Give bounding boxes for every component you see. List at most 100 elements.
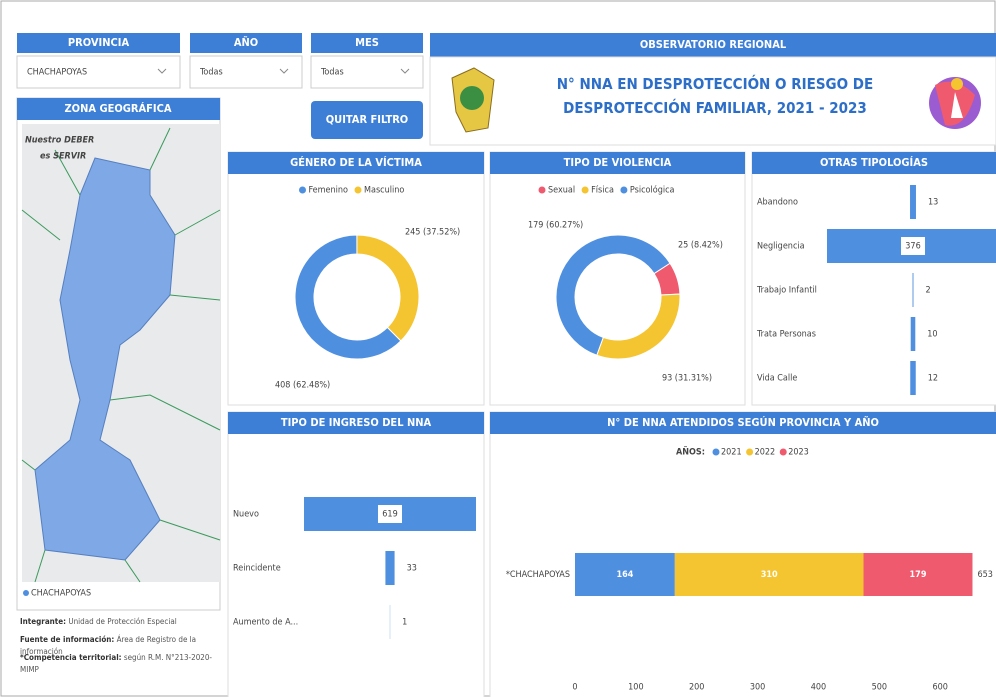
note-text: según R.M. N°213-2020-MIMP bbox=[20, 653, 213, 674]
category-label: Nuevo bbox=[233, 510, 259, 520]
x-tick-label: 500 bbox=[872, 683, 887, 693]
data-label: 376 bbox=[905, 242, 920, 252]
donut-slice bbox=[555, 234, 671, 356]
data-label: 13 bbox=[928, 198, 938, 208]
filter-header bbox=[190, 33, 302, 53]
map-logo-top: Nuestro DEBER bbox=[25, 136, 94, 146]
panel-title: N° DE NNA ATENDIDOS SEGÚN PROVINCIA Y AÑ… bbox=[607, 416, 879, 429]
filter-header bbox=[17, 33, 180, 53]
legend-dot bbox=[538, 186, 546, 194]
clear-filter-label[interactable]: QUITAR FILTRO bbox=[326, 113, 408, 126]
panel bbox=[489, 151, 746, 406]
data-label: 245 (37.52%) bbox=[405, 228, 460, 238]
panel bbox=[227, 411, 485, 697]
note: *Competencia territorial: según R.M. N°2… bbox=[20, 652, 215, 676]
bar bbox=[910, 317, 916, 351]
data-label: 2 bbox=[925, 286, 930, 296]
category-label: *CHACHAPOYAS bbox=[506, 570, 570, 580]
category-label: Reincidente bbox=[233, 564, 281, 574]
category-label: Abandono bbox=[757, 198, 798, 208]
data-label: 619 bbox=[382, 510, 397, 520]
map-legend-dot bbox=[23, 590, 29, 596]
legend-title: AÑOS: bbox=[676, 447, 705, 458]
header-title: OBSERVATORIO REGIONAL bbox=[640, 38, 787, 51]
x-tick-label: 100 bbox=[628, 683, 643, 693]
legend-label: Masculino bbox=[364, 186, 404, 196]
legend-dot bbox=[299, 186, 306, 194]
panel bbox=[751, 151, 996, 406]
map-logo-bottom: es SERVIR bbox=[40, 152, 86, 162]
panel-header bbox=[228, 412, 484, 434]
data-label: 310 bbox=[761, 570, 778, 580]
legend-dot bbox=[712, 448, 720, 456]
category-label: Trabajo Infantil bbox=[756, 286, 817, 296]
data-label: 10 bbox=[927, 330, 937, 340]
panel-title: TIPO DE VIOLENCIA bbox=[564, 156, 672, 169]
data-label: 179 bbox=[910, 570, 927, 580]
filter-value[interactable]: CHACHAPOYAS bbox=[27, 68, 87, 78]
filter-label: MES bbox=[355, 36, 379, 49]
x-tick-label: 0 bbox=[572, 683, 577, 693]
data-label: 408 (62.48%) bbox=[275, 381, 330, 391]
data-label: 25 (8.42%) bbox=[678, 241, 723, 251]
label-box bbox=[901, 237, 925, 255]
legend-label: Física bbox=[591, 186, 614, 196]
legend-dot bbox=[746, 448, 754, 456]
legend-label: Femenino bbox=[309, 186, 349, 196]
map-header bbox=[17, 98, 220, 120]
filter-label: PROVINCIA bbox=[68, 36, 130, 49]
donut-slice bbox=[356, 234, 420, 342]
data-label: 179 (60.27%) bbox=[528, 221, 583, 231]
legend-label: Psicológica bbox=[630, 185, 675, 196]
panel-header bbox=[752, 152, 996, 174]
logo-left bbox=[451, 67, 495, 133]
bar bbox=[912, 273, 914, 307]
dropdown-arrow bbox=[400, 68, 410, 74]
filter-value[interactable]: Todas bbox=[320, 68, 344, 78]
legend-label: 2022 bbox=[755, 448, 776, 458]
legend-dot bbox=[581, 186, 589, 194]
data-label: 164 bbox=[616, 570, 633, 580]
x-tick-label: 200 bbox=[689, 683, 704, 693]
data-label: 93 (31.31%) bbox=[662, 374, 712, 384]
bar bbox=[385, 551, 395, 585]
legend-dot bbox=[779, 448, 787, 456]
label-box bbox=[378, 505, 402, 523]
legend-label: 2023 bbox=[788, 448, 809, 458]
filter-label: AÑO bbox=[234, 36, 258, 49]
category-label: Trata Personas bbox=[756, 330, 816, 340]
legend-dot bbox=[354, 186, 362, 194]
bar bbox=[910, 361, 916, 395]
category-label: Aumento de A... bbox=[233, 618, 298, 628]
total-label: 653 bbox=[977, 570, 992, 580]
category-label: Vida Calle bbox=[757, 374, 797, 384]
note-text: Unidad de Protección Especial bbox=[68, 617, 177, 626]
bar bbox=[910, 185, 916, 219]
filter-header bbox=[311, 33, 423, 53]
bar-segment bbox=[575, 553, 675, 596]
donut-slice bbox=[294, 234, 402, 360]
legend-dot bbox=[620, 186, 628, 194]
panel-header bbox=[228, 152, 484, 174]
panel bbox=[227, 151, 485, 406]
filter-value[interactable]: Todas bbox=[199, 68, 223, 78]
filter-dropdown[interactable] bbox=[16, 55, 181, 89]
x-tick-label: 300 bbox=[750, 683, 765, 693]
x-tick-label: 400 bbox=[811, 683, 826, 693]
panel-title: TIPO DE INGRESO DEL NNA bbox=[281, 416, 432, 429]
legend-label: 2021 bbox=[721, 448, 742, 458]
map-borders bbox=[21, 127, 221, 583]
header-subtitle: N° NNA EN DESPROTECCIÓN O RIESGO DE DESP… bbox=[556, 75, 874, 117]
note: Fuente de información: Área de Registro … bbox=[20, 634, 215, 658]
panel-header bbox=[490, 412, 996, 434]
note-label: *Competencia territorial: bbox=[20, 653, 122, 662]
data-label: 33 bbox=[407, 564, 417, 574]
bar-segment bbox=[863, 553, 973, 596]
map-legend: CHACHAPOYAS bbox=[31, 589, 91, 599]
dropdown-arrow bbox=[157, 68, 167, 74]
clear-filter-button[interactable] bbox=[311, 101, 423, 139]
note-label: Fuente de información: bbox=[20, 635, 115, 644]
category-label: Negligencia bbox=[757, 242, 805, 252]
